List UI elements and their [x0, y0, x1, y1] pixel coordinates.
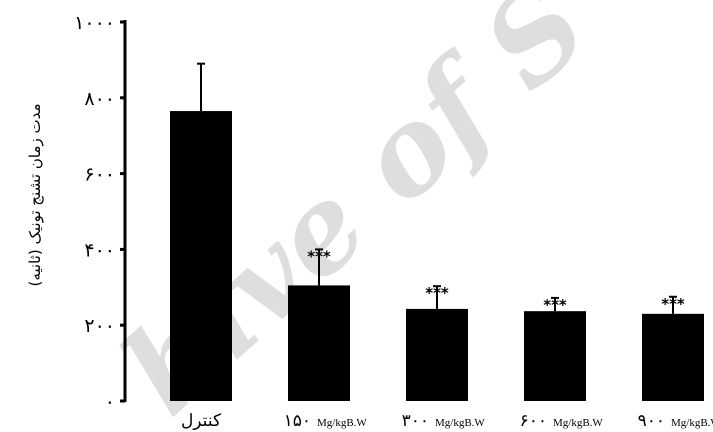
x-tick-unit: Mg/kgB.W [317, 417, 367, 429]
y-tick-label: ۲۰۰ [84, 315, 115, 337]
significance-label: *** [425, 284, 449, 302]
y-tick-label: ۸۰۰ [84, 88, 115, 110]
x-tick-label: کنترل [181, 411, 222, 431]
x-tick-label: ۱۵۰ [284, 411, 311, 431]
y-tick-label: ۱۰۰۰ [74, 12, 115, 34]
x-tick-unit: Mg/kgB.W [553, 417, 603, 429]
bar [642, 313, 704, 401]
y-tick-label: ۶۰۰ [84, 164, 115, 186]
bar [288, 285, 350, 401]
x-tick-label: ۶۰۰ [520, 411, 547, 431]
y-tick-label: ۰ [105, 391, 115, 413]
bar [170, 111, 232, 401]
significance-label: *** [307, 247, 331, 265]
x-tick-unit: Mg/kgB.W [671, 417, 713, 429]
x-tick-label: ۹۰۰ [638, 411, 665, 431]
bar [406, 308, 468, 401]
bar [524, 311, 586, 401]
x-tick-unit: Mg/kgB.W [435, 417, 485, 429]
y-axis-label: مدت زمان تشنج تونیک (ثانیه) [26, 104, 44, 287]
significance-label: *** [543, 296, 567, 314]
x-tick-label: ۳۰۰ [402, 411, 429, 431]
chart-marks: ۰ ۲۰۰ ۴۰۰ ۶۰۰ ۸۰۰ ۱۰۰۰ کنترل *** ۱۵۰ Mg/kgB.W *** ۳… [74, 12, 713, 431]
significance-label: *** [661, 295, 685, 313]
y-tick-label: ۴۰۰ [84, 239, 115, 261]
